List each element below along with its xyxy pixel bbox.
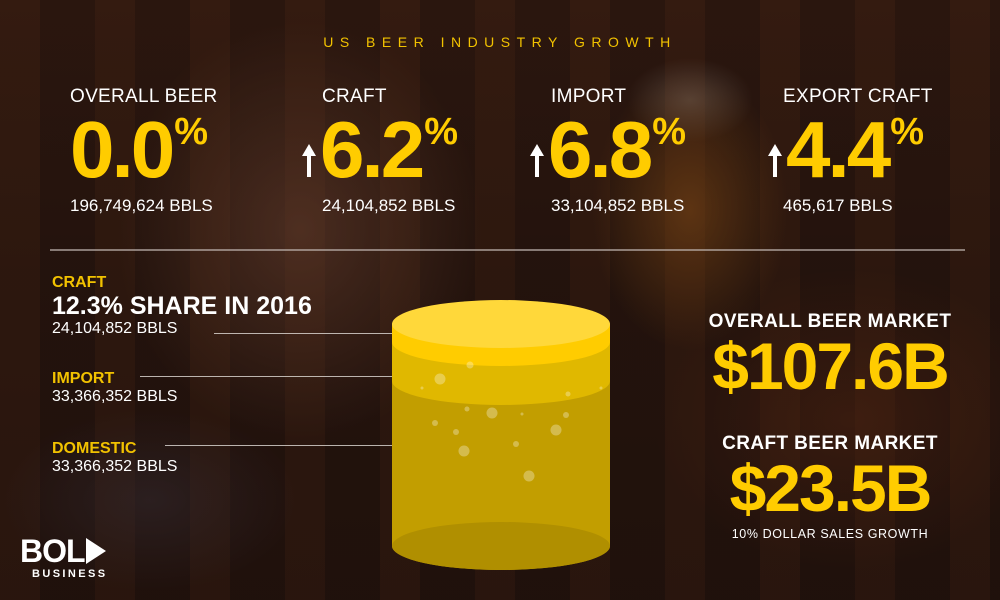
stat-value: 4.4	[786, 105, 891, 194]
stat-value: 6.2	[320, 105, 425, 194]
share-import: IMPORT 33,366,352 BBLS	[52, 370, 177, 406]
percent-sign: %	[174, 111, 209, 153]
share-volume: 33,366,352 BBLS	[52, 388, 178, 405]
up-arrow-icon	[768, 144, 782, 178]
market-note: 10% DOLLAR SALES GROWTH	[731, 527, 929, 541]
stat-label: IMPORT	[551, 86, 627, 107]
beer-cylinder-chart	[392, 296, 610, 581]
stat-value: 6.8	[548, 105, 653, 194]
share-domestic: DOMESTIC 33,366,352 BBLS	[52, 440, 177, 476]
stat-volume: 33,104,852 BBLS	[551, 196, 685, 215]
percent-sign: %	[652, 111, 687, 153]
leader-line-domestic	[165, 445, 394, 446]
stat-import: IMPORT 6.8 % 33,104,852 BBLS	[530, 86, 686, 216]
play-triangle-icon	[85, 538, 106, 564]
leader-line-import	[140, 376, 394, 377]
market-craft: CRAFT BEER MARKET $23.5B 10% DOLLAR SALE…	[700, 433, 960, 541]
cylinder-graphic	[392, 300, 610, 570]
market-label: CRAFT BEER MARKET	[722, 433, 938, 454]
up-arrow-icon	[530, 144, 544, 178]
leader-line-craft	[214, 333, 394, 334]
logo-word: BOL	[20, 533, 86, 569]
stat-label: CRAFT	[322, 86, 387, 107]
share-volume: 33,366,352 BBLS	[52, 458, 178, 475]
market-overall: OVERALL BEER MARKET $107.6B	[700, 311, 960, 399]
percent-sign: %	[890, 111, 925, 153]
page-title: US BEER INDUSTRY GROWTH	[323, 34, 677, 50]
stat-craft: CRAFT 6.2 % 24,104,852 BBLS	[302, 86, 458, 216]
stat-volume: 465,617 BBLS	[783, 196, 893, 215]
share-category: DOMESTIC	[52, 440, 137, 457]
bold-business-logo: BOL BUSINESS	[20, 533, 108, 580]
market-value: $23.5B	[729, 451, 933, 525]
stat-value: 0.0	[70, 105, 175, 194]
share-volume: 24,104,852 BBLS	[52, 320, 178, 337]
market-value: $107.6B	[712, 329, 950, 403]
stat-export-craft: EXPORT CRAFT 4.4 % 465,617 BBLS	[768, 86, 933, 216]
stat-volume: 196,749,624 BBLS	[70, 196, 213, 215]
up-arrow-icon	[302, 144, 316, 178]
share-headline: 12.3% SHARE IN 2016	[52, 292, 312, 320]
divider	[50, 249, 965, 251]
logo-subtitle: BUSINESS	[32, 568, 108, 580]
percent-sign: %	[424, 111, 459, 153]
share-category: CRAFT	[52, 274, 107, 291]
share-craft: CRAFT 12.3% SHARE IN 2016 24,104,852 BBL…	[52, 274, 312, 338]
share-category: IMPORT	[52, 370, 115, 387]
stat-overall-beer: OVERALL BEER 0.0 % 196,749,624 BBLS	[70, 86, 218, 216]
stat-label: EXPORT CRAFT	[783, 86, 933, 107]
market-label: OVERALL BEER MARKET	[708, 311, 952, 332]
stat-label: OVERALL BEER	[70, 86, 218, 107]
stat-volume: 24,104,852 BBLS	[322, 196, 456, 215]
